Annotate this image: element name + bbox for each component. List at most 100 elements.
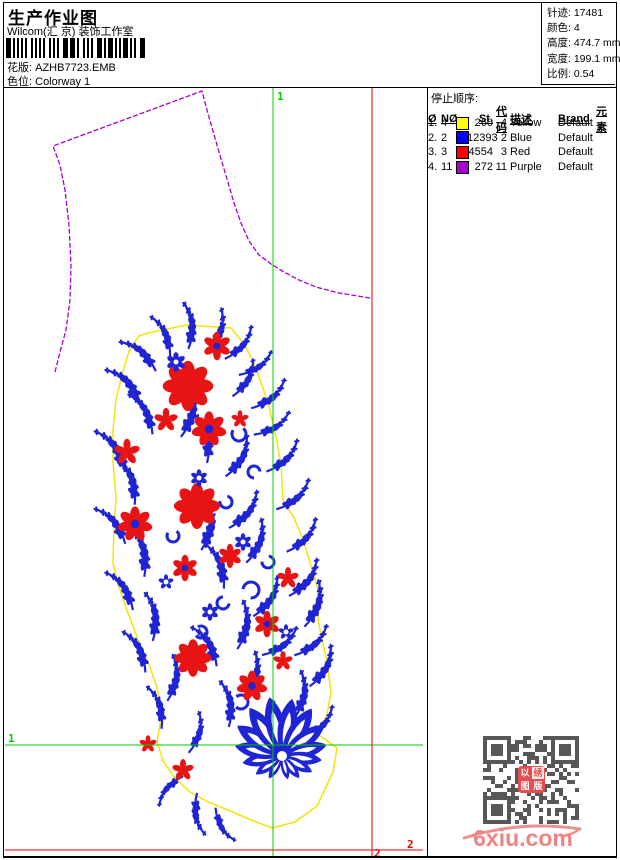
color-table-header: Ø NØ St. 代码 描述 Brand 元素 [428, 103, 616, 134]
fern-motif [218, 679, 236, 728]
fern-motif [286, 516, 319, 553]
fern-motif [294, 669, 309, 718]
brand-cell: Default [558, 161, 593, 174]
code-cell: 4 [500, 117, 507, 130]
info-label: 宽度: [547, 52, 571, 65]
fern-motif [166, 653, 181, 702]
stitch-count-cell: 260 [474, 117, 493, 130]
col-header-description: 描述 [510, 114, 532, 126]
color-table: Ø NØ St. 代码 描述 Brand 元素 1. 4 260 4 Yello… [428, 103, 616, 174]
scroll-motif [246, 464, 262, 480]
design-canvas: 1 1 2 2 [5, 88, 423, 856]
needle-cell: 3 [441, 146, 448, 159]
fern-motif [93, 506, 127, 545]
fern-motif [115, 457, 140, 505]
info-value: 17481 [573, 7, 604, 19]
pattern-value: AZHB7723.EMB [35, 62, 116, 74]
col-header-brand: Brand [558, 113, 590, 125]
qr-stamp: 以 绣 图 版 [518, 766, 545, 793]
fern-motif [104, 367, 142, 404]
panel-divider [427, 87, 428, 856]
color-swatch [456, 145, 469, 159]
stamp-char: 以 [519, 767, 531, 779]
code-cell: 11 [495, 161, 507, 174]
stop-marker-label: 2 [374, 847, 381, 856]
flower-motif [154, 407, 178, 431]
flower-motif [173, 554, 197, 582]
flower-motif [172, 759, 194, 780]
fern-motif [303, 579, 324, 628]
needle-cell: 2 [441, 131, 448, 144]
watermark-text: 6xiu.com [473, 825, 573, 851]
header-divider [4, 87, 616, 88]
flower-motif [162, 360, 214, 412]
table-row: 4. 11 272 11 Purple Default [428, 160, 616, 175]
flower-motif [117, 506, 153, 541]
scroll-motif [193, 624, 209, 640]
fern-motif [224, 324, 254, 360]
flower-motif [231, 410, 249, 427]
col-header-needle: NØ [441, 113, 458, 125]
description-cell: Purple [510, 161, 542, 174]
seq-cell: 2. [428, 131, 438, 144]
colorway-value: Colorway 1 [35, 76, 91, 88]
info-label: 针迹: [547, 7, 571, 19]
fern-motif [118, 339, 157, 372]
brand-cell: Default [558, 117, 593, 130]
stamp-char: 图 [519, 780, 531, 792]
info-row: 针迹: 17481 [547, 6, 615, 21]
info-value: 199.1 mm [573, 52, 620, 65]
info-value: 474.7 mm [573, 37, 620, 50]
flower-motif [204, 331, 230, 361]
pattern-label: 花版: [7, 62, 33, 74]
scroll-motif [218, 494, 234, 510]
watermark-swoosh [462, 824, 582, 840]
stop-marker-label: 2 [407, 838, 414, 851]
code-cell: 3 [500, 146, 507, 159]
brand-cell: Default [558, 131, 593, 144]
color-swatch [456, 160, 469, 174]
fern-motif [121, 629, 149, 673]
table-row: 3. 3 4554 3 Red Default [428, 145, 616, 160]
design-info-box: 针迹: 17481 颜色: 4 高度: 474.7 mm 宽度: 199.1 m… [541, 3, 620, 85]
colorway-label: 色位: [7, 76, 33, 88]
info-row: 颜色: 4 [547, 21, 615, 36]
fern-motif [104, 570, 136, 611]
stop-sequence-title: 停止顺序: [431, 93, 479, 105]
stitch-count-cell: 12393 [467, 131, 498, 144]
flower-motif [167, 352, 185, 372]
info-label: 比例: [547, 67, 571, 80]
studio-name: Wilcom(汇 京) 装饰工作室 [7, 26, 134, 38]
flower-motif [191, 411, 227, 446]
color-swatch [456, 116, 469, 130]
page-title: 生产作业图 [8, 9, 98, 28]
fern-motif [213, 807, 237, 843]
color-swatch [456, 131, 469, 145]
fern-motif [266, 438, 300, 473]
needle-cell: 4 [441, 117, 448, 130]
fern-motif [275, 477, 312, 511]
flower-motif [273, 651, 293, 670]
fan-petal [280, 756, 290, 780]
pattern-file-line: 花版: AZHB7723.EMB [7, 59, 116, 75]
seq-cell: 3. [428, 146, 438, 159]
info-row: 高度: 474.7 mm [547, 36, 620, 51]
flower-motif [114, 438, 140, 464]
flower-motif [235, 533, 251, 551]
col-header-seq: Ø [428, 113, 437, 125]
seq-cell: 1. [428, 117, 438, 130]
fern-motif [187, 710, 205, 754]
flower-motif [202, 603, 218, 621]
needle-cell: 11 [441, 161, 453, 174]
info-label: 颜色: [547, 22, 571, 35]
stitch-count-cell: 4554 [468, 146, 493, 159]
scroll-motif [215, 595, 231, 611]
fern-motif [127, 392, 156, 435]
info-label: 高度: [547, 37, 571, 50]
col-header-element: 元素 [596, 106, 607, 134]
stitch-count-cell: 272 [474, 161, 493, 174]
fan-petal [277, 698, 298, 756]
fern-motif [293, 623, 330, 657]
scroll-motif [260, 554, 276, 570]
